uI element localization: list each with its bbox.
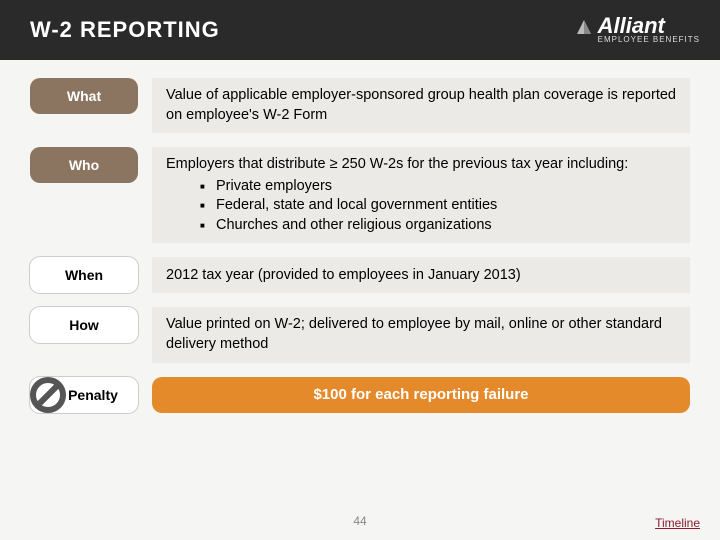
- desc-how: Value printed on W-2; delivered to emplo…: [152, 307, 690, 362]
- desc-when: 2012 tax year (provided to employees in …: [152, 257, 690, 293]
- desc-who-bullets: Private employers Federal, state and loc…: [166, 177, 676, 236]
- bullet-item: Federal, state and local government enti…: [200, 196, 676, 216]
- penalty-text: $100 for each reporting failure: [313, 386, 528, 403]
- penalty-banner: $100 for each reporting failure: [152, 377, 690, 413]
- label-pill-who: Who: [30, 147, 138, 183]
- desc-who: Employers that distribute ≥ 250 W-2s for…: [152, 147, 690, 243]
- row-who: Who Employers that distribute ≥ 250 W-2s…: [30, 147, 690, 243]
- page-number: 44: [0, 514, 720, 528]
- bullet-item: Churches and other religious organizatio…: [200, 216, 676, 236]
- row-what: What Value of applicable employer-sponso…: [30, 78, 690, 133]
- bullet-item: Private employers: [200, 177, 676, 197]
- slide-header: W-2 REPORTING Alliant EMPLOYEE BENEFITS: [0, 0, 720, 60]
- page-title: W-2 REPORTING: [30, 17, 220, 43]
- brand-logo: Alliant EMPLOYEE BENEFITS: [574, 16, 700, 45]
- desc-what: Value of applicable employer-sponsored g…: [152, 78, 690, 133]
- prohibit-icon: [28, 375, 68, 415]
- logo-sub-text: EMPLOYEE BENEFITS: [598, 35, 700, 44]
- timeline-link[interactable]: Timeline: [655, 516, 700, 530]
- desc-who-intro: Employers that distribute ≥ 250 W-2s for…: [166, 155, 676, 175]
- label-penalty-text: Penalty: [68, 387, 118, 403]
- row-how: How Value printed on W-2; delivered to e…: [30, 307, 690, 362]
- desc-how-text: Value printed on W-2; delivered to emplo…: [166, 315, 676, 354]
- row-penalty: Penalty $100 for each reporting failure: [30, 377, 690, 413]
- content-area: What Value of applicable employer-sponso…: [0, 60, 720, 413]
- label-pill-what: What: [30, 78, 138, 114]
- label-pill-when: When: [30, 257, 138, 293]
- label-pill-penalty: Penalty: [30, 377, 138, 413]
- desc-when-text: 2012 tax year (provided to employees in …: [166, 266, 676, 286]
- desc-what-text: Value of applicable employer-sponsored g…: [166, 86, 676, 125]
- row-when: When 2012 tax year (provided to employee…: [30, 257, 690, 293]
- logo-triangle-icon: [574, 17, 594, 42]
- label-pill-how: How: [30, 307, 138, 343]
- logo-main-text: Alliant: [598, 16, 665, 36]
